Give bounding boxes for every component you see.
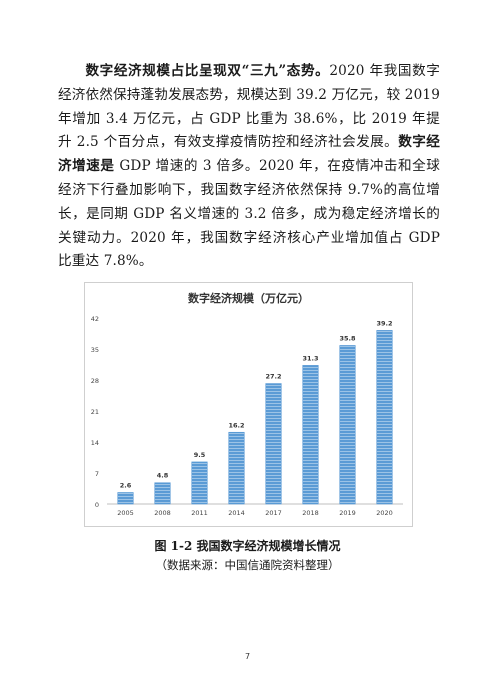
chart-bar [154, 482, 171, 505]
body-paragraph: 数字经济规模占比呈现双“三九”态势。2020 年我国数字经济依然保持蓬勃发展态势… [58, 60, 440, 274]
bar-value-label: 2.6 [120, 481, 132, 489]
chart-bar [228, 431, 245, 505]
paragraph-text-1: 2020 年我国数字经济依然保持蓬勃发展态势，规模达到 39.2 万亿元，较 2… [58, 63, 441, 151]
bar-value-label: 39.2 [376, 319, 392, 327]
chart-container: 数字经济规模（万亿元） 0 7 14 21 28 35 42 2005 2008 2011 2014… [84, 282, 413, 527]
page-number: 7 [244, 652, 251, 661]
x-tick-label: 2017 [265, 509, 282, 517]
bar-chart: 0 7 14 21 28 35 42 2005 2008 2011 2014 2017 2018 2019… [91, 315, 403, 517]
y-tick-label: 42 [91, 315, 99, 323]
bar-value-label: 35.8 [339, 334, 356, 342]
paragraph-heading-2: 数字经济增速是 [58, 134, 441, 175]
chart-bar [302, 365, 319, 505]
figure-source: （数据来源：中国信通院资料整理） [155, 558, 340, 572]
x-tick-label: 2008 [154, 509, 171, 517]
y-tick-label: 0 [95, 501, 99, 509]
paragraph-heading-1: 数字经济规模占比呈现双“三九”态势。 [85, 63, 330, 79]
chart-bar [191, 461, 208, 505]
bar-value-label: 27.2 [265, 373, 281, 381]
chart-bar [117, 492, 134, 505]
y-tick-label: 14 [91, 439, 99, 447]
y-tick-label: 21 [91, 408, 99, 416]
chart-bar [339, 345, 356, 505]
bar-value-label: 9.5 [194, 451, 206, 459]
bar-value-label: 31.3 [302, 354, 318, 362]
x-tick-label: 2014 [228, 509, 245, 517]
figure-caption: 图 1-2 我国数字经济规模增长情况 [154, 539, 341, 553]
y-tick-label: 28 [91, 377, 99, 385]
x-tick-label: 2018 [302, 509, 319, 517]
x-tick-label: 2005 [117, 509, 134, 517]
chart-bar [265, 383, 282, 505]
x-tick-label: 2020 [376, 509, 393, 517]
x-tick-label: 2019 [339, 509, 356, 517]
paragraph-text-2: GDP 增速的 3 倍多。2020 年，在疫情冲击和全球经济下行叠加影响下，我国… [58, 158, 440, 270]
chart-title: 数字经济规模（万亿元） [188, 292, 309, 305]
y-tick-label: 7 [95, 470, 99, 478]
y-tick-label: 35 [91, 346, 99, 354]
bar-value-label: 16.2 [228, 421, 244, 429]
x-tick-label: 2011 [191, 509, 208, 517]
chart-bar [376, 330, 393, 505]
bar-value-label: 4.8 [157, 472, 169, 480]
